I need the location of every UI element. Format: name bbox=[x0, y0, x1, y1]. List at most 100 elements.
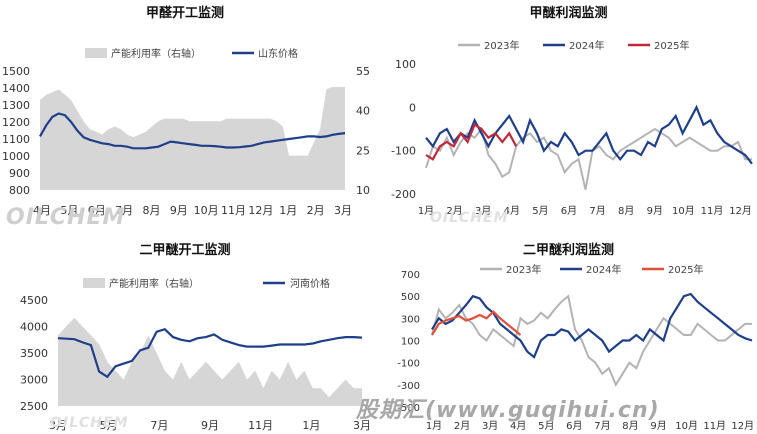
legend-label-2023年: 2023年 bbox=[484, 39, 519, 52]
y-tick-label: 0 bbox=[409, 101, 416, 114]
x-tick-label: 9月 bbox=[647, 205, 663, 217]
chart-title: 甲醛开工监测 bbox=[145, 6, 224, 21]
x-tick-label: 3月 bbox=[334, 204, 352, 217]
y-tick-label: 100 bbox=[401, 337, 420, 348]
series-line-2024年 bbox=[425, 104, 753, 165]
y-tick-label: -300 bbox=[397, 381, 420, 392]
x-tick-label: 6月 bbox=[561, 205, 577, 217]
x-tick-label: 1月 bbox=[418, 205, 434, 217]
y-tick-label: 1500 bbox=[2, 65, 30, 78]
x-tick-label: 12月 bbox=[248, 204, 273, 217]
y-tick-label: 1000 bbox=[2, 150, 30, 163]
series-line-2025年 bbox=[431, 310, 522, 336]
legend-label-2025年: 2025年 bbox=[654, 39, 689, 52]
x-tick-label: 3月 bbox=[49, 419, 67, 432]
chart-title: 二甲醚开工监测 bbox=[139, 243, 231, 258]
x-tick-label: 5月 bbox=[60, 204, 78, 217]
legend-label-price: 河南价格 bbox=[290, 277, 330, 290]
x-tick-label: 5月 bbox=[538, 420, 554, 432]
y2-tick-label: 55% bbox=[356, 65, 370, 78]
y-tick-label: 4000 bbox=[20, 321, 48, 334]
x-tick-label: 9月 bbox=[201, 419, 219, 432]
chart-4: 2023年 2024年 2025年 700 500 300 100 -100 -300 -500 1… bbox=[397, 263, 754, 432]
y-tick-label: -500 bbox=[397, 403, 420, 414]
legend-swatch-utilization bbox=[83, 278, 105, 288]
panel-formaldehyde-operation: 甲醛开工监测 产能利用率（右轴） 山东价格 1500 1400 1300 1200 1100… bbox=[0, 0, 370, 217]
y-tick-label: 3000 bbox=[20, 374, 48, 387]
y-tick-label: -100 bbox=[391, 145, 416, 158]
oilchem-watermark: OILCHEM bbox=[430, 210, 509, 226]
x-tick-label: 8月 bbox=[618, 205, 634, 217]
x-tick-label: 7月 bbox=[594, 420, 610, 432]
legend-label-2024年: 2024年 bbox=[586, 263, 621, 276]
x-tick-label: 3月 bbox=[482, 420, 498, 432]
x-tick-label: 10月 bbox=[672, 205, 695, 217]
y-tick-label: -100 bbox=[397, 359, 420, 370]
x-tick-label: 4月 bbox=[504, 205, 520, 217]
legend-label-2024年: 2024年 bbox=[569, 39, 604, 52]
legend-label-2025年: 2025年 bbox=[668, 263, 703, 276]
legend-label-2023年: 2023年 bbox=[506, 263, 541, 276]
legend-label-price: 山东价格 bbox=[258, 47, 298, 60]
oilchem-watermark: OILCHEM bbox=[50, 415, 129, 431]
site-watermark: 股期汇(www.guqihui.cn) bbox=[356, 398, 660, 423]
x-tick-label: 8月 bbox=[622, 420, 638, 432]
chart-title: 甲醚利润监测 bbox=[529, 6, 608, 21]
series-line-henan-price bbox=[57, 327, 363, 379]
legend-label-utilization: 产能利用率（右轴） bbox=[111, 47, 201, 60]
x-tick-label: 11月 bbox=[701, 205, 724, 217]
x-tick-label: 7月 bbox=[589, 205, 605, 217]
y-tick-label: 1400 bbox=[2, 82, 30, 95]
x-tick-label: 3月 bbox=[475, 205, 491, 217]
x-tick-label: 11月 bbox=[248, 419, 273, 432]
x-tick-label: 7月 bbox=[150, 419, 168, 432]
y2-tick-label: 10% bbox=[356, 184, 370, 197]
legend-label-utilization: 产能利用率（右轴） bbox=[109, 277, 199, 290]
x-tick-label: 4月 bbox=[33, 204, 51, 217]
x-tick-label: 10月 bbox=[194, 204, 219, 217]
series-line-2023年 bbox=[425, 126, 752, 190]
oilchem-watermark: OILCHEM bbox=[6, 205, 126, 230]
x-tick-label: 2月 bbox=[446, 205, 462, 217]
x-tick-label: 9月 bbox=[170, 204, 188, 217]
y-tick-label: 1300 bbox=[2, 99, 30, 112]
y-tick-label: 800 bbox=[9, 184, 30, 197]
x-tick-label: 1月 bbox=[302, 419, 320, 432]
y2-tick-label: 40% bbox=[356, 105, 370, 118]
y-tick-label: -200 bbox=[391, 188, 416, 201]
y-tick-label: 700 bbox=[401, 270, 420, 281]
area-utilization bbox=[40, 86, 345, 190]
chart-title: 二甲醚利润监测 bbox=[522, 243, 614, 258]
series-line-shandong-price bbox=[39, 112, 346, 150]
x-tick-label: 1月 bbox=[426, 420, 442, 432]
series-line-2023年 bbox=[431, 294, 752, 387]
y-tick-label: 100 bbox=[395, 58, 416, 71]
x-tick-label: 10月 bbox=[675, 420, 698, 432]
y2-tick-label: 25% bbox=[356, 144, 370, 157]
y-tick-label: 1200 bbox=[2, 116, 30, 129]
x-tick-label: 5月 bbox=[100, 419, 118, 432]
x-tick-label: 3月 bbox=[353, 419, 370, 432]
y-tick-label: 500 bbox=[401, 292, 420, 303]
area-utilization bbox=[58, 317, 362, 406]
x-tick-label: 6月 bbox=[566, 420, 582, 432]
x-tick-label: 2月 bbox=[454, 420, 470, 432]
x-tick-label: 6月 bbox=[88, 204, 106, 217]
y-tick-label: 4500 bbox=[20, 294, 48, 307]
x-tick-label: 7月 bbox=[115, 204, 133, 217]
chart-3: 产能利用率（右轴）河南价格4500400035003000250018%16%1… bbox=[20, 277, 370, 432]
x-tick-label: 9月 bbox=[650, 420, 666, 432]
panel-dme-operation: 二甲醚开工监测 产能利用率（右轴） 河南价格 4500 4000 3500 3000 250… bbox=[0, 217, 370, 434]
legend-swatch-utilization bbox=[85, 48, 107, 58]
y-tick-label: 3500 bbox=[20, 347, 48, 360]
x-tick-label: 1月 bbox=[279, 204, 297, 217]
x-tick-label: 2月 bbox=[307, 204, 325, 217]
y-tick-label: 300 bbox=[401, 314, 420, 325]
x-tick-label: 12月 bbox=[729, 205, 752, 217]
series-line-2025年 bbox=[425, 123, 518, 161]
x-tick-label: 4月 bbox=[510, 420, 526, 432]
x-tick-label: 11月 bbox=[703, 420, 726, 432]
y-tick-label: 1100 bbox=[2, 133, 30, 146]
x-tick-label: 11月 bbox=[221, 204, 246, 217]
x-tick-label: 5月 bbox=[532, 205, 548, 217]
